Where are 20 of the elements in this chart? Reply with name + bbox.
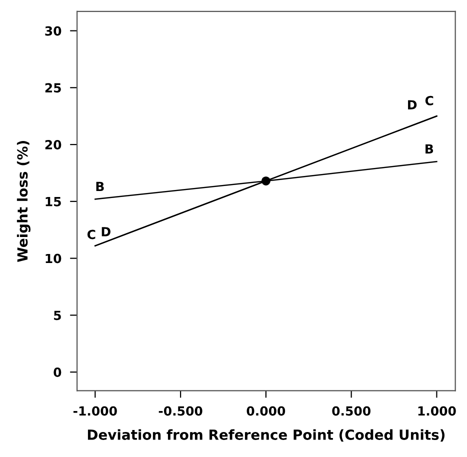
series-label: B bbox=[96, 182, 104, 191]
series-label: C bbox=[87, 230, 96, 240]
y-tick-label: 0 bbox=[54, 368, 62, 378]
y-tick-label: 25 bbox=[45, 83, 61, 93]
x-tick-label: -1.000 bbox=[73, 406, 117, 416]
x-tick-label: -0.500 bbox=[158, 406, 202, 416]
text: C bbox=[425, 96, 434, 106]
y-tick-label: 10 bbox=[46, 254, 62, 264]
text: B bbox=[426, 144, 434, 154]
y-axis-title: Weight loss (%) bbox=[16, 140, 30, 262]
x-axis-title: Deviation from Reference Point (Coded Units) bbox=[88, 429, 444, 442]
y-tick-label: 20 bbox=[45, 140, 62, 150]
y-tick-label: 15 bbox=[46, 197, 61, 206]
y-tick-label: 5 bbox=[54, 310, 61, 320]
series-label: D bbox=[102, 227, 110, 236]
x-tick-label: 0.000 bbox=[246, 406, 286, 416]
x-tick-label: 1.000 bbox=[418, 406, 456, 416]
y-tick-label: 30 bbox=[45, 26, 62, 36]
x-tick-label: 0.500 bbox=[332, 406, 370, 416]
text: D bbox=[408, 100, 417, 110]
